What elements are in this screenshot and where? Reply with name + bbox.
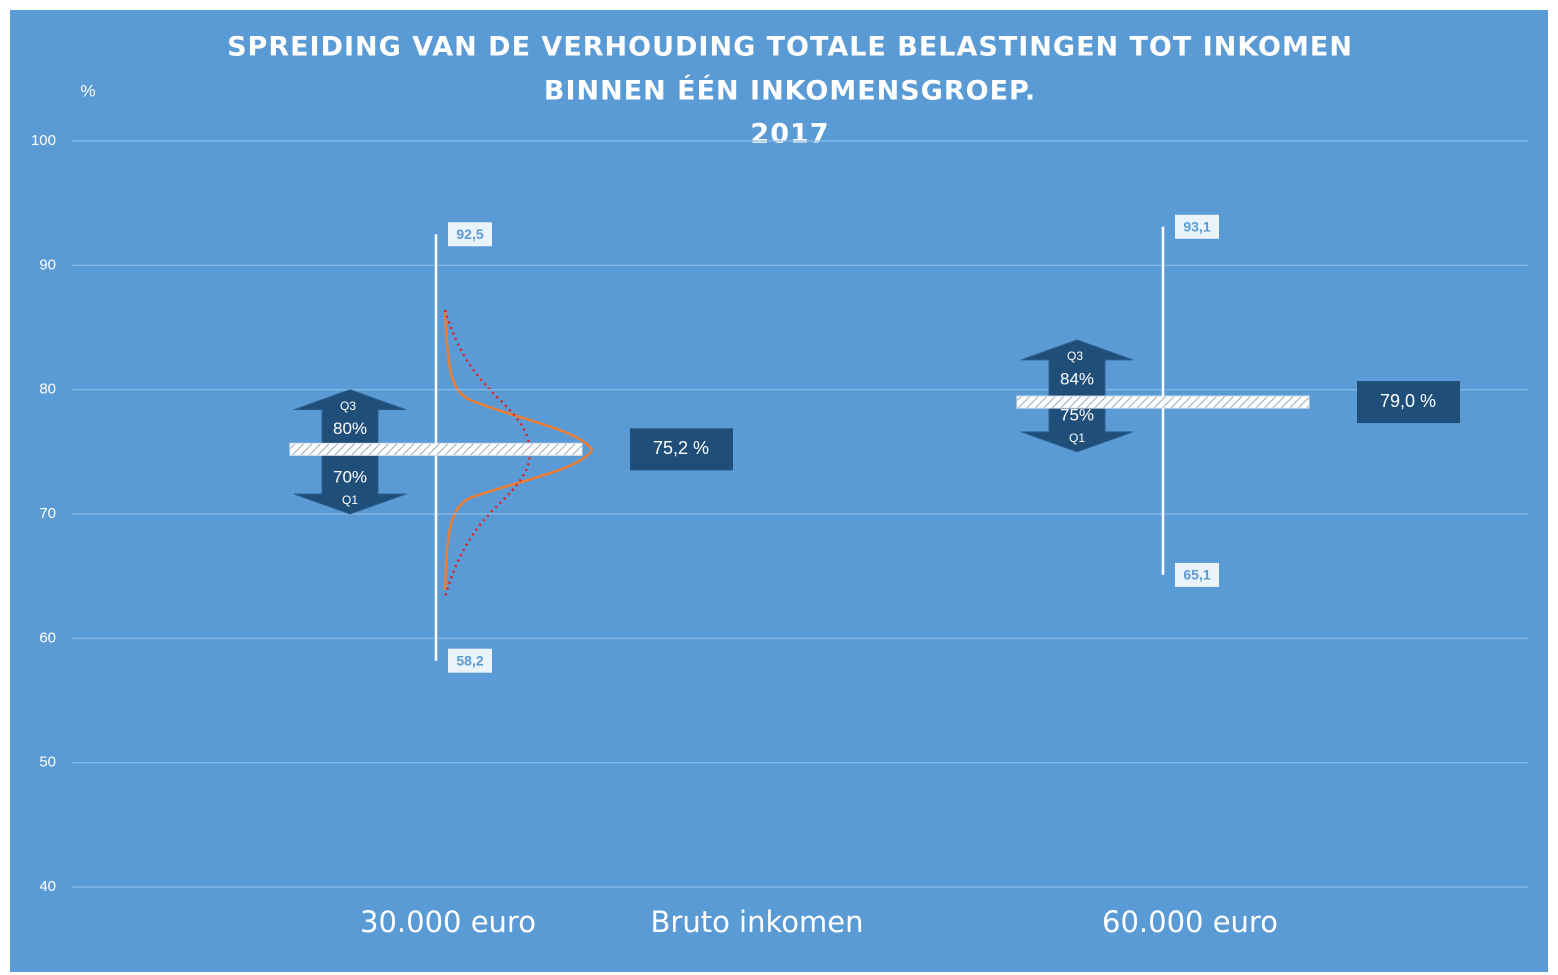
mean-bar <box>1016 395 1310 409</box>
range-label: 65,1 <box>1183 567 1210 583</box>
q1-name: Q1 <box>1069 431 1085 445</box>
y-tick-label: 100 <box>31 132 56 149</box>
y-tick-label: 90 <box>39 256 56 273</box>
y-tick-label: 80 <box>39 381 56 398</box>
q1-label: 75% <box>1060 405 1094 424</box>
q3-name: Q3 <box>1067 349 1083 363</box>
range-label: 93,1 <box>1183 218 1210 234</box>
range-label-box <box>1175 214 1219 239</box>
x-axis-label: Bruto inkomen <box>651 905 864 939</box>
y-tick-label: 50 <box>39 754 56 771</box>
distribution-curve <box>443 309 594 591</box>
mean-label-box <box>630 428 733 471</box>
y-tick-label: 60 <box>39 629 56 646</box>
plot-background <box>10 10 1548 972</box>
q3-label: 80% <box>333 419 367 438</box>
y-axis-label: % <box>80 81 95 100</box>
chart-title: BINNEN ÉÉN INKOMENSGROEP. <box>544 75 1036 107</box>
q1-label: 70% <box>333 467 367 486</box>
range-label: 92,5 <box>456 226 483 242</box>
range-label: 58,2 <box>456 652 483 668</box>
q1-arrow <box>293 448 407 515</box>
x-tick-label: 60.000 euro <box>1102 905 1278 939</box>
q3-name: Q3 <box>340 399 356 413</box>
x-tick-label: 30.000 euro <box>360 905 536 939</box>
y-tick-label: 70 <box>39 505 56 522</box>
chart-title: SPREIDING VAN DE VERHOUDING TOTALE BELAS… <box>227 32 1353 63</box>
mean-label-box <box>1357 381 1460 424</box>
y-tick-label: 40 <box>39 878 56 895</box>
q3-arrow <box>1020 339 1134 403</box>
range-label-box <box>448 648 492 673</box>
range-label-box <box>1175 562 1219 587</box>
mean-label: 75,2 % <box>653 438 709 458</box>
chart-title: 2017 <box>750 119 829 150</box>
q3-label: 84% <box>1060 369 1094 388</box>
range-label-box <box>448 222 492 247</box>
mean-label: 79,0 % <box>1380 391 1436 411</box>
q3-arrow <box>293 389 407 450</box>
mean-bar <box>289 442 583 456</box>
q1-name: Q1 <box>342 493 358 507</box>
